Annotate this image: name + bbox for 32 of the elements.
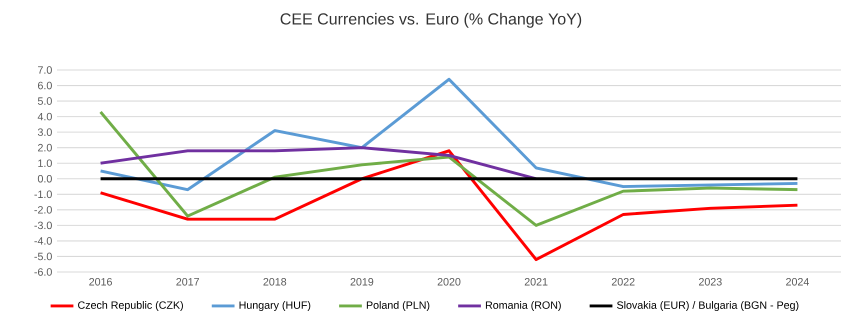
y-tick-label: -3.0	[34, 222, 52, 230]
x-tick-label: 2016	[89, 278, 112, 286]
y-tick-label: 7.0	[38, 66, 52, 74]
x-tick-label: 2023	[699, 278, 722, 286]
x-tick-label: 2024	[786, 278, 809, 286]
legend-label: Hungary (HUF)	[240, 301, 310, 311]
chart-title: CEE Currencies vs. Euro (% Change YoY)	[280, 12, 582, 28]
y-tick-label: 6.0	[38, 82, 52, 90]
x-tick-label: 2022	[612, 278, 635, 286]
y-tick-label: 0.0	[38, 174, 52, 183]
y-tick-label: -6.0	[34, 268, 52, 276]
x-tick-label: 2021	[524, 278, 548, 286]
legend-label: Romania (RON)	[486, 301, 561, 311]
y-tick-label: -5.0	[34, 252, 52, 260]
legend-label: Czech Republic (CZK)	[78, 301, 183, 311]
x-tick-label: 2017	[176, 278, 199, 286]
y-tick-label: 2.0	[38, 144, 52, 152]
line-series	[99, 146, 538, 180]
y-tick-label: -2.0	[34, 206, 52, 214]
y-tick-label: -4.0	[34, 237, 52, 245]
y-tick-label: 4.0	[38, 112, 52, 120]
line-series	[99, 110, 799, 227]
y-tick-label: 5.0	[38, 97, 52, 105]
x-tick-label: 2020	[438, 278, 460, 286]
legend-label: Poland (PLN)	[366, 301, 430, 311]
x-tick-label: 2019	[350, 278, 374, 286]
y-tick-label: -1.0	[34, 190, 52, 198]
y-tick-label: 3.0	[38, 128, 52, 136]
legend-label: Slovakia (EUR) / Bulgaria (BGN - Peg)	[617, 301, 798, 311]
line-series	[99, 149, 799, 262]
y-tick-label: 1.0	[38, 159, 52, 167]
x-tick-label: 2018	[263, 278, 286, 286]
